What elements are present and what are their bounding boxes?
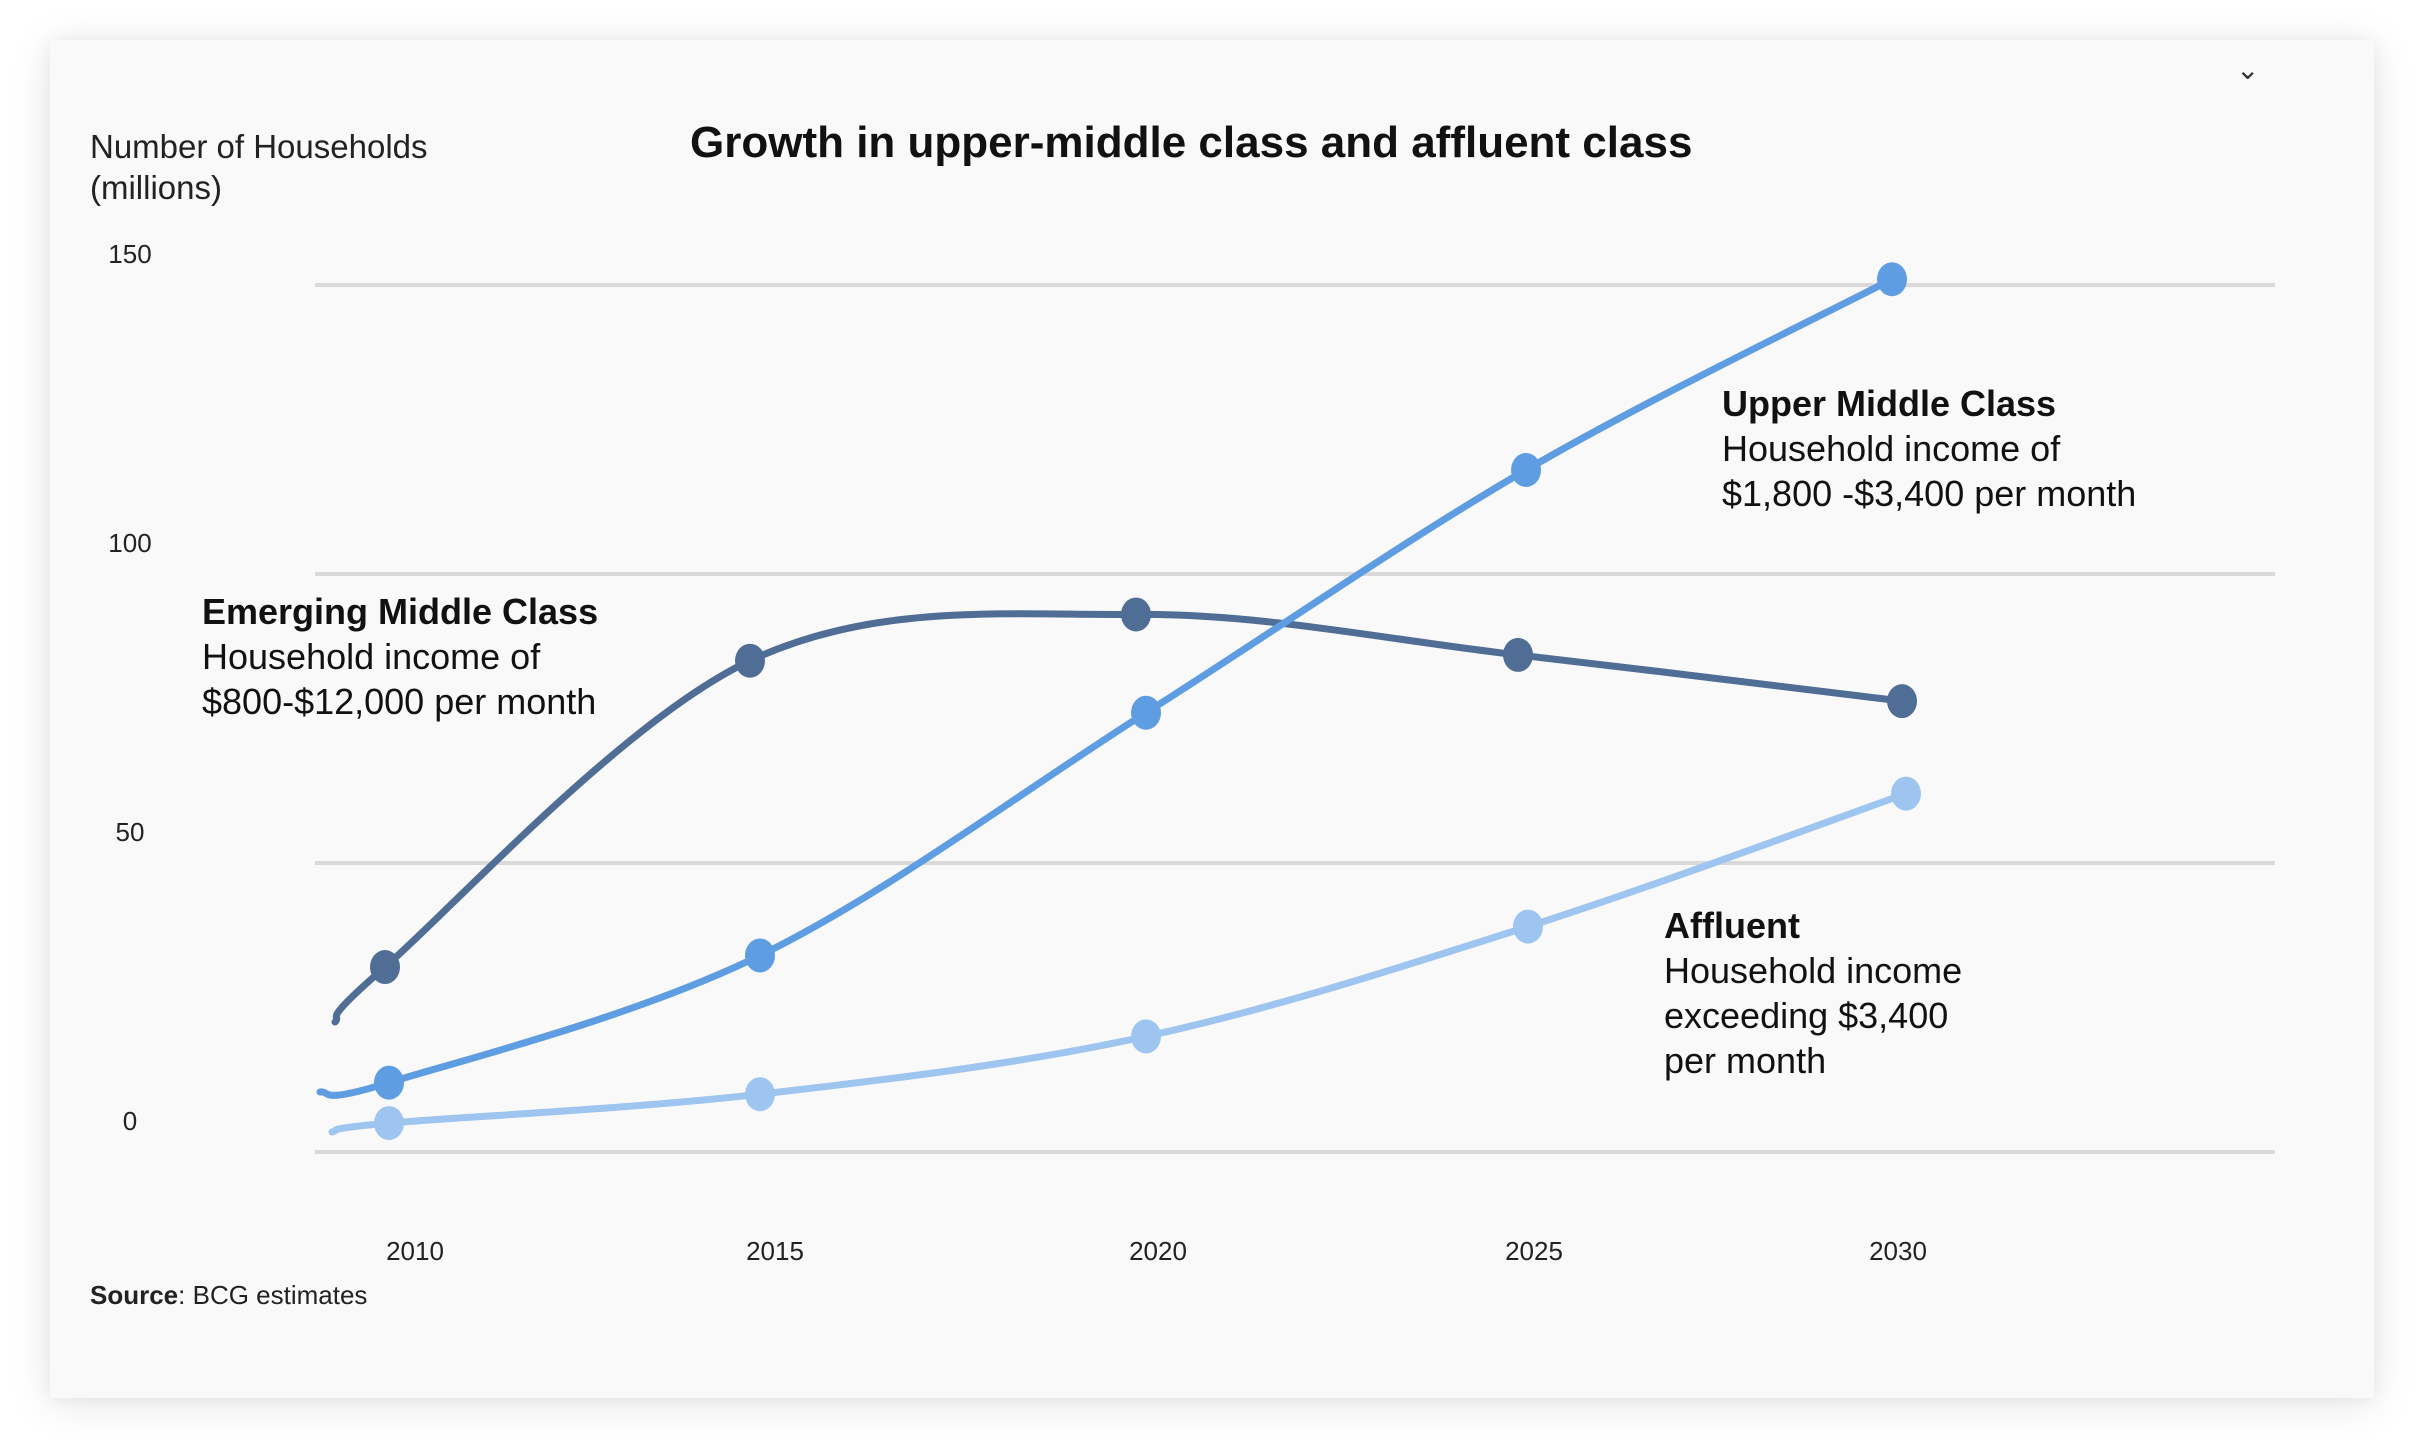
data-point-emerging [370,950,400,985]
y-tick-label: 50 [116,817,145,847]
annotation-title-emerging: Emerging Middle Class [202,591,598,632]
x-tick-label: 2030 [1869,1236,1927,1266]
y-axis-label: Number of Households (millions) [90,128,428,206]
x-tick-label: 2025 [1505,1236,1563,1266]
annotation-text-affluent: per month [1664,1040,1826,1081]
annotation-title-affluent: Affluent [1664,905,1800,946]
data-point-emerging [735,643,765,678]
annotation-text-upper: $1,800 -$3,400 per month [1722,473,2136,514]
series-line-affluent [328,790,1910,1136]
annotation-text-emerging: Household income of [202,636,541,677]
chevron-down-icon[interactable]: ⌄ [2236,54,2260,85]
source-note: Source: BCG estimates [90,1280,367,1311]
data-point-upper [1131,695,1161,730]
annotation-text-affluent: Household income [1664,950,1962,991]
chart-title: Growth in upper-middle class and affluen… [690,118,1693,167]
y-tick-label: 100 [108,528,151,558]
annotation-text-emerging: $800-$12,000 per month [202,681,596,722]
annotation-text-affluent: exceeding $3,400 [1664,995,1948,1036]
data-point-emerging [1503,637,1533,672]
data-point-affluent [745,1077,775,1112]
series-line-upper [316,275,1896,1099]
data-point-upper [1511,452,1541,487]
series-line-emerging [331,610,1906,1026]
data-point-affluent [1513,909,1543,944]
data-point-emerging [1121,597,1151,632]
data-point-upper [1877,262,1907,297]
y-tick-label: 0 [123,1106,137,1136]
source-label: Source [90,1280,179,1310]
annotation-text-upper: Household income of [1722,428,2061,469]
source-text: : BCG estimates [178,1280,368,1310]
data-point-affluent [1891,776,1921,811]
line-chart: 150 100 50 0 2010 2015 2020 2025 2030 Emerging Mi… [108,239,2275,1266]
data-point-upper [374,1065,404,1100]
data-point-emerging [1887,684,1917,719]
x-tick-label: 2015 [746,1236,804,1266]
chart-card: ⌄ Number of Households (millions) Growth… [50,40,2374,1398]
annotation-title-upper: Upper Middle Class [1722,383,2056,424]
y-tick-label: 150 [108,239,151,269]
data-point-upper [745,938,775,973]
x-tick-label: 2020 [1129,1236,1187,1266]
x-tick-label: 2010 [386,1236,444,1266]
data-point-affluent [1131,1019,1161,1054]
data-point-affluent [374,1106,404,1141]
